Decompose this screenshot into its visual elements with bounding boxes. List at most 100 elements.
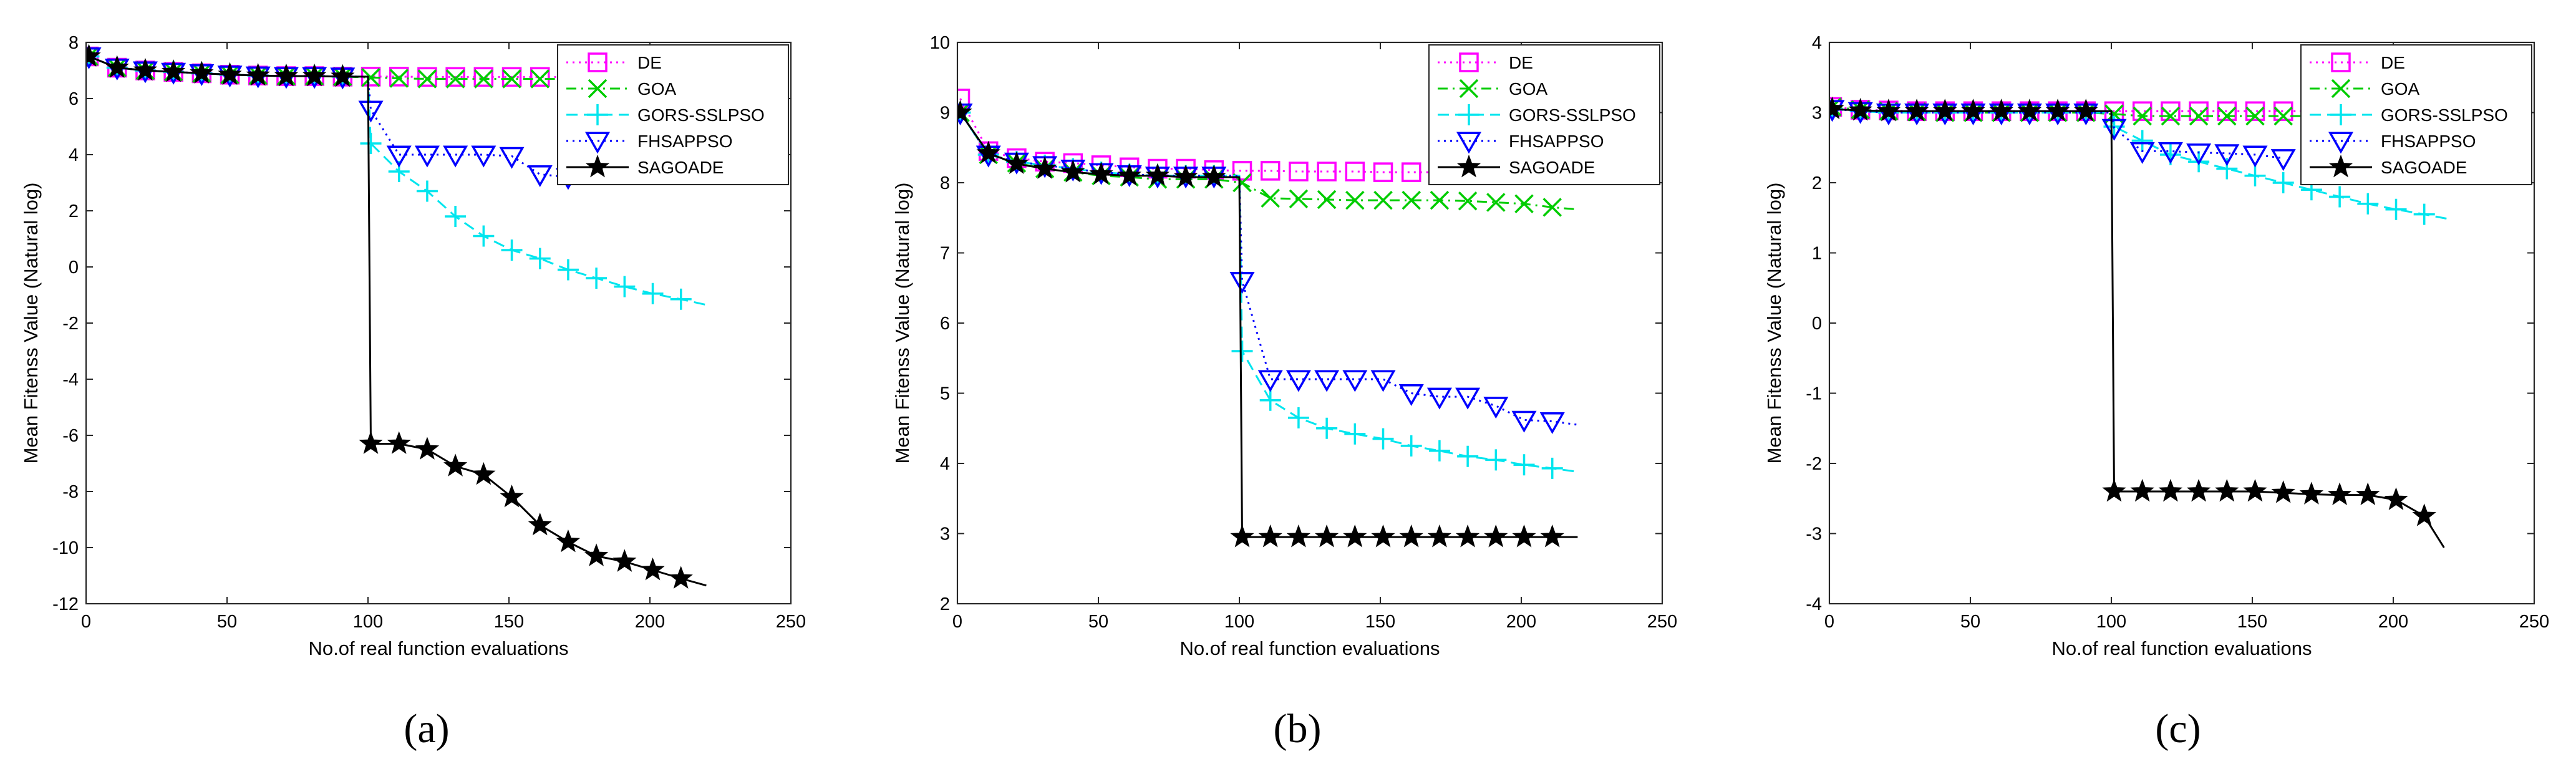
y-tick-label: 4 [1812,33,1822,53]
data-point-goa [1542,198,1562,217]
data-point-sagoade [387,431,411,454]
data-point-goa [361,68,380,87]
data-point-sagoade [1904,99,1929,122]
data-point-de [1232,161,1252,181]
data-point-de [2189,101,2209,121]
data-point-sagoade [133,57,158,81]
legend-label-gors-sslpso: GORS-SSLPSO [637,105,765,125]
chart-panel-c: 0 50 100 150 200 250 -4 -3 -2 -1 0 1 2 3 4 DE GOA GORS-SS… [1763,33,2549,752]
data-point-sagoade [957,100,972,123]
legend-label-gors-sslpso: GORS-SSLPSO [1509,105,1636,125]
legend-marker-sagoade [585,154,610,178]
data-point-sagoade [1961,99,1985,122]
data-point-gors-sslpso [670,288,692,310]
data-point-gors-sslpso [557,259,579,281]
data-point-de [1401,162,1421,182]
legend-label-goa: GOA [637,79,677,99]
data-point-gors-sslpso [1287,407,1309,428]
legend-label-fhsappso: FHSAPPSO [637,132,732,151]
y-tick-label: 2 [940,594,950,614]
series-line-goa [959,112,1578,211]
axes-frame [956,41,1663,605]
x-tick-label: 50 [1960,612,1980,632]
data-point-fhsappso [1511,410,1537,433]
data-point-sagoade [2356,482,2380,505]
y-tick-label: -6 [62,426,79,446]
data-point-sagoade [1202,164,1226,188]
legend-marker-gors-sslpso [1458,104,1479,125]
data-point-gors-sslpso [416,180,438,202]
legend-label-de: DE [637,53,662,72]
data-point-gors-sslpso [642,283,664,304]
data-point-gors-sslpso [2216,158,2238,180]
legend-marker-sagoade [1456,154,1481,178]
data-point-gors-sslpso [586,268,608,289]
data-point-goa [2217,106,2237,126]
legend-label-sagoade: SAGOADE [2381,158,2467,177]
x-tick-label: 100 [353,612,383,632]
data-point-fhsappso [1483,397,1509,419]
data-point-sagoade [331,64,355,87]
x-tick-label: 200 [2378,612,2408,632]
data-point-de [2245,101,2265,121]
data-point-sagoade [472,462,496,485]
x-axis-label: No.of real function evaluations [2051,637,2312,659]
data-point-goa [1289,189,1309,209]
data-point-sagoade [2045,99,2070,122]
y-tick-label: 5 [940,384,950,404]
data-point-sagoade [2017,99,2042,122]
data-point-sagoade [556,529,581,553]
data-point-sagoade [2074,99,2098,122]
data-point-sagoade [1145,163,1170,186]
y-tick-label: 4 [69,145,79,165]
data-point-de [1260,161,1281,181]
y-tick-label: 10 [930,33,950,53]
data-point-sagoade [2299,481,2324,505]
data-point-gors-sslpso [1400,435,1422,457]
y-tick-label: -8 [62,482,79,502]
legend-marker-fhsappso [584,132,611,154]
data-point-sagoade [1230,524,1254,548]
legend-marker-de [2331,52,2351,72]
legend-label-de: DE [2381,53,2405,72]
x-tick-label: 250 [1647,612,1677,632]
data-point-goa [1317,190,1337,210]
data-point-gors-sslpso [614,276,636,297]
data-point-fhsappso [358,100,384,123]
data-point-sagoade [2186,478,2211,502]
data-point-fhsappso [1539,412,1565,435]
data-point-goa [2245,106,2265,126]
data-point-gors-sslpso [360,133,382,154]
data-point-sagoade [528,512,552,536]
data-point-sagoade [2412,503,2436,526]
data-point-de [530,67,550,87]
data-point-goa [1486,193,1506,212]
legend-marker-de [588,52,608,72]
x-tick-label: 200 [635,612,665,632]
data-point-sagoade [415,437,440,460]
data-point-sagoade [1933,99,1957,122]
data-point-goa [417,69,437,89]
data-point-fhsappso [527,165,553,188]
data-point-de [389,67,409,87]
y-tick-label: -3 [1806,525,1822,544]
data-point-sagoade [613,549,637,572]
data-point-sagoade [2102,478,2126,502]
x-tick-label: 0 [81,612,91,632]
data-point-sagoade [1089,162,1113,185]
data-point-sagoade [2243,478,2267,502]
data-point-sagoade [161,59,186,82]
data-point-de [2161,101,2181,121]
data-point-gors-sslpso [2131,130,2153,152]
data-point-de [1289,162,1309,181]
y-tick-label: 0 [69,258,79,278]
data-point-gors-sslpso [1513,454,1535,476]
data-point-fhsappso [2270,149,2296,172]
data-point-de [1373,162,1393,182]
data-point-gors-sslpso [1541,457,1563,479]
data-point-fhsappso [2129,142,2155,164]
data-point-de [445,67,465,87]
data-point-goa [1373,190,1393,210]
data-point-sagoade [2327,482,2352,505]
